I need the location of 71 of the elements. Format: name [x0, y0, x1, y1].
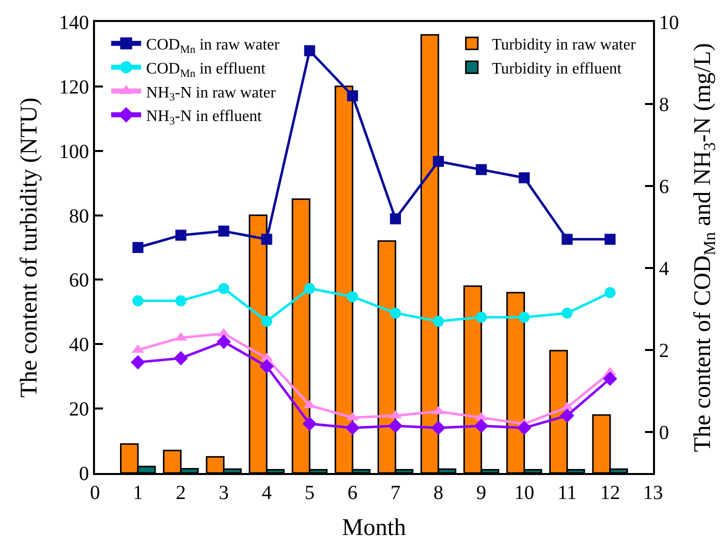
- y-tick-label: 120: [59, 76, 89, 98]
- point: [132, 295, 144, 306]
- point: [218, 283, 230, 294]
- x-tick-label: 8: [433, 482, 444, 504]
- point: [390, 213, 401, 224]
- point: [432, 316, 444, 327]
- x-tick-label: 5: [304, 482, 315, 504]
- x-tick-label: 11: [558, 482, 577, 504]
- point: [604, 234, 616, 245]
- x-tick-label: 1: [132, 482, 143, 504]
- y-tick-label: 140: [59, 12, 89, 34]
- x-tick-label: 9: [476, 482, 486, 504]
- point: [474, 418, 488, 433]
- point: [345, 420, 360, 436]
- point: [261, 316, 272, 327]
- y-tick-label: 60: [69, 270, 89, 292]
- legend-label: COD$_{Mn}$ in raw water: [146, 36, 280, 56]
- legend-label: COD$_{Mn}$ in effluent: [146, 60, 266, 80]
- x-tick-label: 6: [348, 482, 358, 504]
- point: [562, 308, 573, 319]
- y2-tick-label: 6: [659, 176, 669, 198]
- x-tick-label: 13: [643, 482, 663, 504]
- y2-tick-label: 8: [659, 94, 669, 116]
- point: [260, 359, 274, 374]
- point: [476, 164, 487, 176]
- y-tick-label: 40: [69, 334, 89, 356]
- x-tick-label: 3: [218, 482, 229, 504]
- point: [518, 172, 530, 184]
- x-axis-title: Month: [342, 514, 406, 541]
- legend-label: Turbidity in raw water: [492, 36, 636, 54]
- point: [388, 418, 403, 433]
- x-tick-label: 10: [514, 482, 534, 504]
- legend-label: NH$_{3}$-N in effluent: [146, 108, 262, 128]
- point: [562, 234, 573, 245]
- y2-tick-label: 2: [659, 340, 669, 362]
- point: [347, 291, 358, 302]
- point: [261, 234, 272, 245]
- point: [302, 416, 317, 431]
- point: [130, 355, 146, 370]
- y2-tick-label: 10: [659, 12, 679, 34]
- point: [132, 242, 144, 253]
- y2-tick-label: 0: [659, 422, 669, 444]
- x-tick-label: 12: [600, 482, 620, 504]
- point: [560, 408, 574, 423]
- y-axis-title: The content of turbidity (NTU): [16, 98, 43, 398]
- x-tick-label: 2: [176, 482, 186, 504]
- legend-label: Turbidity in effluent: [492, 60, 622, 78]
- point: [216, 334, 231, 349]
- point: [431, 420, 446, 436]
- point: [174, 351, 188, 366]
- y-tick-label: 80: [69, 205, 89, 228]
- point: [602, 372, 618, 386]
- point: [432, 156, 444, 167]
- point: [218, 226, 230, 237]
- point: [347, 90, 358, 102]
- x-tick-label: 7: [390, 482, 400, 504]
- y-tick-label: 100: [59, 140, 89, 163]
- point: [175, 230, 186, 241]
- point: [304, 283, 316, 294]
- y2-tick-label: 4: [659, 258, 669, 280]
- point: [476, 312, 487, 323]
- y-tick-label: 0: [79, 463, 89, 485]
- point: [604, 287, 616, 298]
- x-tick-label: 4: [262, 482, 272, 504]
- point: [517, 420, 532, 436]
- point: [304, 45, 316, 56]
- point: [175, 295, 186, 306]
- point: [518, 312, 530, 323]
- y-tick-label: 20: [69, 398, 89, 421]
- legend-label: NH$_{3}$-N in raw water: [146, 84, 276, 104]
- point: [390, 308, 401, 319]
